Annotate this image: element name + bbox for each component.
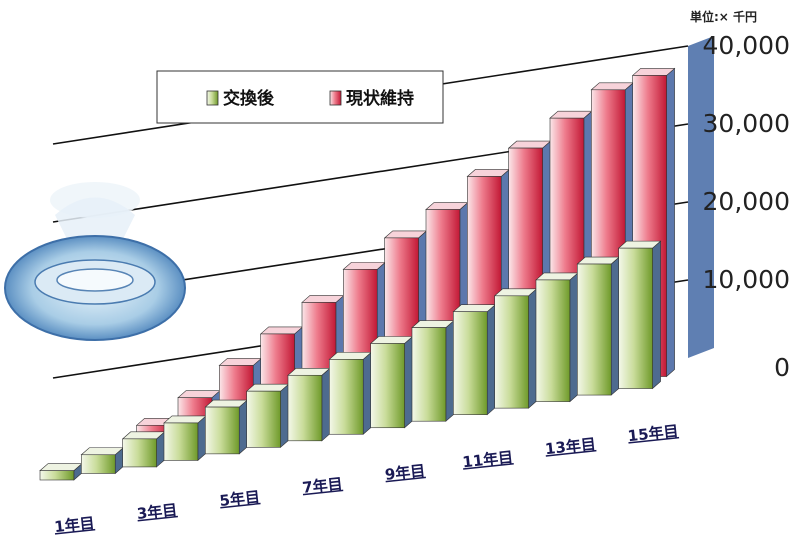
bar-kokan: [576, 256, 621, 396]
legend-label-kokan: 交換後: [223, 88, 275, 109]
bar-kokan: [287, 367, 331, 442]
bar-kokan: [163, 415, 207, 462]
legend-swatch-kokan: [206, 90, 219, 106]
y-tick-label: 0: [774, 353, 790, 382]
legend-item-genjo: 現状維持: [329, 88, 414, 109]
chart-walls: [688, 36, 714, 358]
y-tick-label: 20,000: [703, 187, 790, 216]
x-tick-label: 15年目: [627, 422, 679, 445]
bar-kokan: [328, 351, 373, 435]
bar-kokan: [245, 383, 290, 448]
bar-kokan: [121, 431, 166, 468]
x-tick-label: 7年目: [301, 475, 343, 497]
bar-kokan: [493, 288, 538, 409]
x-tick-label: 13年目: [544, 435, 596, 458]
y-tick-label: 40,000: [703, 31, 790, 60]
y-tick-label: 30,000: [703, 109, 790, 138]
bar-kokan: [452, 304, 497, 416]
series-kokan-bars: [39, 240, 662, 481]
x-axis-labels: 1年目 3年目 5年目 7年目 9年目 11年目 13年目 15年目: [53, 422, 679, 536]
x-tick-label: 3年目: [136, 501, 178, 523]
side-wall: [688, 36, 714, 358]
y-axis-ticks: 0 10,000 20,000 30,000 40,000: [703, 31, 790, 382]
legend-item-kokan: 交換後: [206, 88, 275, 109]
legend-swatch-genjo: [329, 90, 342, 106]
legend: 交換後 現状維持: [156, 70, 444, 124]
bar-kokan: [369, 335, 414, 429]
y-tick-label: 10,000: [703, 265, 790, 294]
lamp-illustration: [4, 182, 186, 341]
bar-kokan: [411, 319, 455, 422]
legend-label-genjo: 現状維持: [346, 88, 414, 109]
unit-label: 単位:× 千円: [689, 10, 757, 24]
x-tick-label: 1年目: [53, 514, 95, 536]
bar-kokan: [535, 272, 579, 403]
x-tick-label: 9年目: [384, 462, 426, 484]
bar-kokan: [39, 462, 83, 481]
x-tick-label: 11年目: [462, 448, 514, 471]
bar-kokan: [617, 240, 662, 390]
x-tick-label: 5年目: [219, 488, 261, 510]
bar-kokan: [204, 399, 249, 455]
bar-kokan: [80, 447, 125, 475]
